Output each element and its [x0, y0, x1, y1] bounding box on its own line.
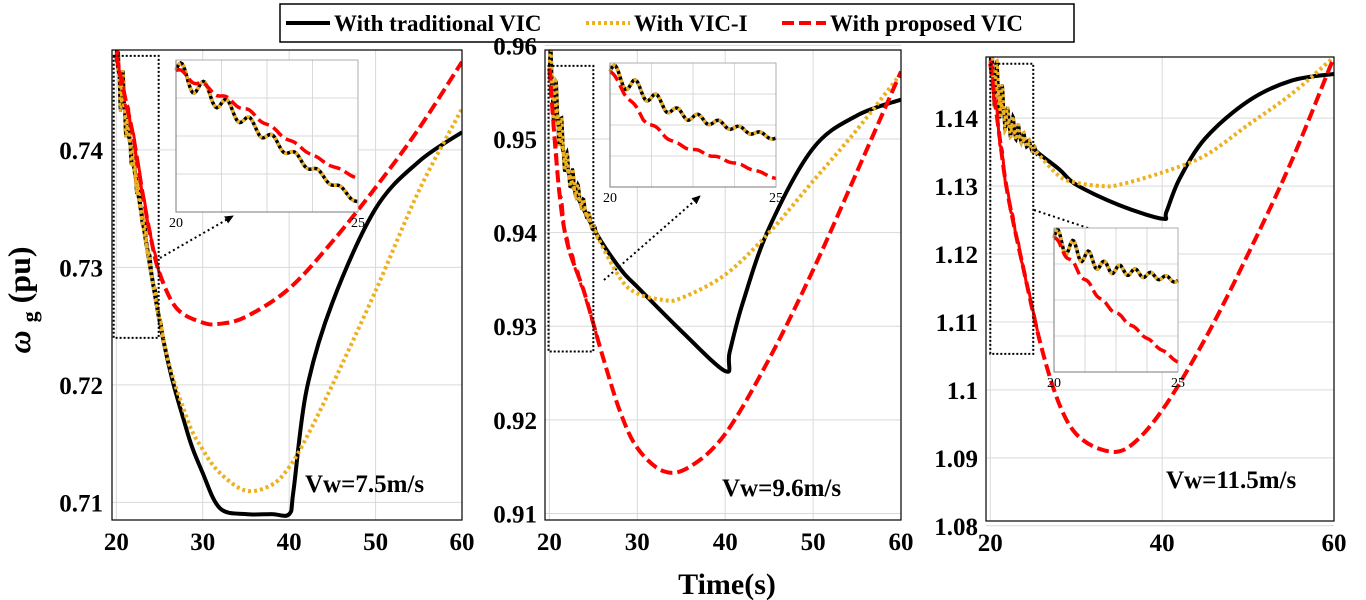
axes-frame [111, 49, 463, 521]
zoom-box [547, 64, 595, 353]
y-tick-label: 0.93 [493, 314, 537, 341]
inset-x-tick-label: 25 [351, 216, 365, 231]
y-tick-label: 1.11 [936, 310, 978, 337]
series-transient-vic1 [988, 57, 1039, 158]
series-transient-proposed [114, 50, 166, 284]
y-tick-label: 0.92 [493, 408, 537, 435]
y-axis-label-symbol: ω [1, 330, 37, 353]
inset-series-proposed [609, 70, 777, 181]
series-group [988, 57, 1334, 454]
x-tick-label: 50 [363, 529, 388, 556]
y-tick-label: 0.91 [493, 501, 537, 528]
x-tick-label: 30 [625, 529, 650, 556]
y-tick-label: 0.71 [59, 490, 103, 517]
x-tick-label: 60 [889, 529, 914, 556]
inset-zoom: 20 25 [1047, 227, 1185, 391]
legend-box [279, 3, 1075, 43]
inset-series-vic1 [1052, 227, 1180, 284]
series-group [114, 50, 462, 518]
y-tick-label: 1.12 [934, 242, 978, 269]
inset-x-tick-label: 20 [169, 216, 183, 231]
inset-series-proposed [1053, 236, 1179, 364]
y-axis-label: ω g (pu) [1, 246, 44, 353]
wind-speed-annotation: Vw=7.5m/s [305, 471, 424, 498]
svg-text:ω g (pu): ω g (pu) [1, 246, 44, 353]
series-transient-vic1 [547, 50, 600, 240]
axes-frame [985, 56, 1335, 522]
series-line-vic1 [114, 55, 462, 494]
y-tick-label: 1.13 [934, 174, 978, 201]
x-tick-label: 60 [1322, 530, 1347, 557]
series-group [547, 50, 901, 475]
series-line-proposed [988, 57, 1334, 454]
y-tick-label: 1.08 [934, 514, 978, 541]
y-tick-label: 0.74 [59, 138, 103, 165]
x-tick-label: 20 [104, 529, 129, 556]
y-tick-label: 1.09 [934, 446, 978, 473]
inset-series-vic1 [608, 63, 777, 141]
legend: With traditional VIC With VIC-I With pro… [279, 3, 1075, 43]
legend-label-vic1: With VIC-I [634, 11, 748, 36]
y-tick-label: 1.14 [934, 106, 978, 133]
y-tick-label: 0.94 [493, 221, 537, 248]
zoom-arrow [159, 215, 234, 259]
x-tick-label: 40 [713, 529, 738, 556]
zoom-box [989, 62, 1035, 355]
inset-frame [175, 59, 359, 213]
y-tick-label: 0.95 [493, 127, 537, 154]
inset-series-proposed [175, 68, 359, 180]
legend-label-traditional: With traditional VIC [334, 11, 541, 36]
series-line-vic1 [988, 57, 1334, 189]
inset-frame [1053, 227, 1179, 373]
x-tick-label: 20 [978, 530, 1003, 557]
legend-label-proposed: With proposed VIC [830, 11, 1023, 36]
x-tick-label: 40 [277, 529, 302, 556]
x-axis-label: Time(s) [678, 568, 776, 600]
axes-frame [544, 49, 902, 521]
inset-x-tick-label: 20 [1047, 376, 1061, 391]
zoom-box [112, 54, 160, 339]
x-tick-label: 60 [450, 529, 475, 556]
series-line-vic1 [547, 68, 901, 303]
y-tick-label: 1.1 [947, 378, 978, 405]
y-axis-label-sub: g [17, 311, 42, 322]
x-tick-label: 20 [537, 529, 562, 556]
zoom-arrow [603, 195, 701, 281]
inset-zoom: 20 25 [603, 62, 783, 206]
inset-x-tick-label: 25 [769, 191, 783, 206]
inset-frame [609, 62, 777, 188]
y-tick-label: 0.96 [493, 33, 537, 60]
y-tick-label: 0.72 [59, 373, 103, 400]
x-tick-label: 40 [1150, 530, 1175, 557]
inset-x-tick-label: 20 [603, 191, 617, 206]
inset-zoom: 20 25 [169, 59, 365, 231]
y-tick-label: 0.73 [59, 255, 103, 282]
inset-x-tick-label: 25 [1171, 376, 1185, 391]
y-axis-label-unit: (pu) [1, 246, 37, 303]
x-tick-label: 30 [190, 529, 215, 556]
wind-speed-annotation: Vw=9.6m/s [722, 475, 841, 502]
series-transient-proposed [988, 58, 1040, 332]
x-tick-label: 50 [801, 529, 826, 556]
wind-speed-annotation: Vw=11.5m/s [1166, 467, 1296, 494]
series-transient-proposed [548, 68, 600, 341]
